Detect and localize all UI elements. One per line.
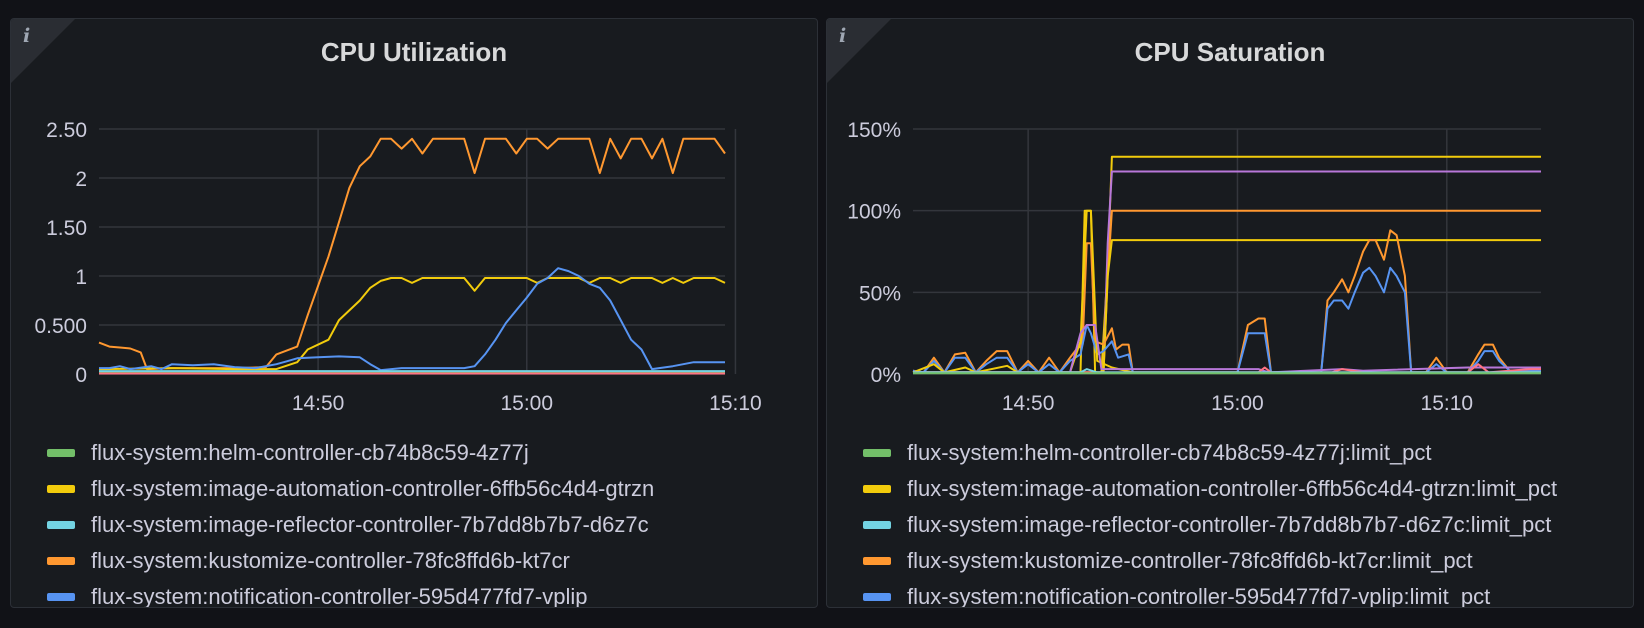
x-tick-label: 15:10 [709,392,762,415]
legend-label: flux-system:helm-controller-cb74b8c59-4z… [907,440,1432,465]
series-line[interactable] [913,324,1541,374]
legend-item[interactable]: flux-system:image-automation-controller-… [863,471,1633,507]
y-tick-label: 2.50 [46,119,87,142]
y-tick-label: 50% [859,282,901,305]
legend-item[interactable]: flux-system:notification-controller-595d… [863,579,1633,608]
legend-item[interactable]: flux-system:kustomize-controller-78fc8ff… [47,543,817,579]
legend-color-swatch [47,485,75,493]
legend-color-swatch [863,557,891,565]
x-tick-label: 15:00 [1211,392,1264,415]
legend-color-swatch [47,449,75,457]
info-icon[interactable]: i [23,25,31,47]
legend-label: flux-system:image-reflector-controller-7… [907,512,1552,537]
legend-color-swatch [47,521,75,529]
y-tick-label: 0.500 [34,315,87,338]
legend-label: flux-system:image-automation-controller-… [91,476,655,501]
legend-label: flux-system:helm-controller-cb74b8c59-4z… [91,440,529,465]
legend-item[interactable]: flux-system:helm-controller-cb74b8c59-4z… [47,435,817,471]
cpu-utilization-chart[interactable]: 0 0.500 1 1.50 2 2.50 14:50 15:00 15:10 [11,109,818,429]
legend-item[interactable]: flux-system:image-reflector-controller-7… [47,507,817,543]
y-tick-label: 2 [75,168,87,191]
y-tick-label: 0 [75,364,87,387]
x-tick-label: 14:50 [292,392,345,415]
legend-item[interactable]: flux-system:helm-controller-cb74b8c59-4z… [863,435,1633,471]
legend-item[interactable]: flux-system:kustomize-controller-78fc8ff… [863,543,1633,579]
legend-color-swatch [47,593,75,601]
cpu-saturation-panel: i CPU Saturation 0% 50% 100% 150% 14:50 15:00… [826,18,1634,608]
legend-color-swatch [47,557,75,565]
y-tick-label: 1 [75,266,87,289]
legend-color-swatch [863,593,891,601]
legend-label: flux-system:notification-controller-595d… [907,584,1491,608]
series-line[interactable] [99,267,725,372]
legend-item[interactable]: flux-system:image-reflector-controller-7… [863,507,1633,543]
legend-color-swatch [863,521,891,529]
x-tick-label: 15:10 [1421,392,1474,415]
panel-title[interactable]: CPU Utilization [320,37,508,67]
legend: flux-system:helm-controller-cb74b8c59-4z… [47,435,817,608]
y-tick-label: 100% [847,201,901,224]
x-tick-label: 14:50 [1002,392,1055,415]
x-tick-label: 15:00 [500,392,553,415]
legend-item[interactable]: flux-system:notification-controller-595d… [47,579,817,608]
panel-title[interactable]: CPU Saturation [1134,37,1326,67]
legend-label: flux-system:image-reflector-controller-7… [91,512,649,537]
legend-item[interactable]: flux-system:image-automation-controller-… [47,471,817,507]
legend-color-swatch [863,449,891,457]
panel-info-corner [11,19,75,83]
y-tick-label: 0% [871,364,901,387]
cpu-saturation-chart[interactable]: 0% 50% 100% 150% 14:50 15:00 15:10 [827,109,1634,429]
legend-color-swatch [863,485,891,493]
legend-label: flux-system:kustomize-controller-78fc8ff… [907,548,1473,573]
legend-label: flux-system:notification-controller-595d… [91,584,588,608]
y-tick-label: 150% [847,119,901,142]
series-line[interactable] [98,277,726,371]
legend: flux-system:helm-controller-cb74b8c59-4z… [863,435,1633,608]
cpu-utilization-panel: i CPU Utilization 0 0.500 1 1.50 2 2.50 14:50 1… [10,18,818,608]
info-icon[interactable]: i [839,25,847,47]
panel-info-corner [827,19,891,83]
legend-label: flux-system:image-automation-controller-… [907,476,1558,501]
y-tick-label: 1.50 [46,217,87,240]
legend-label: flux-system:kustomize-controller-78fc8ff… [91,548,570,573]
series-line[interactable] [98,137,726,371]
